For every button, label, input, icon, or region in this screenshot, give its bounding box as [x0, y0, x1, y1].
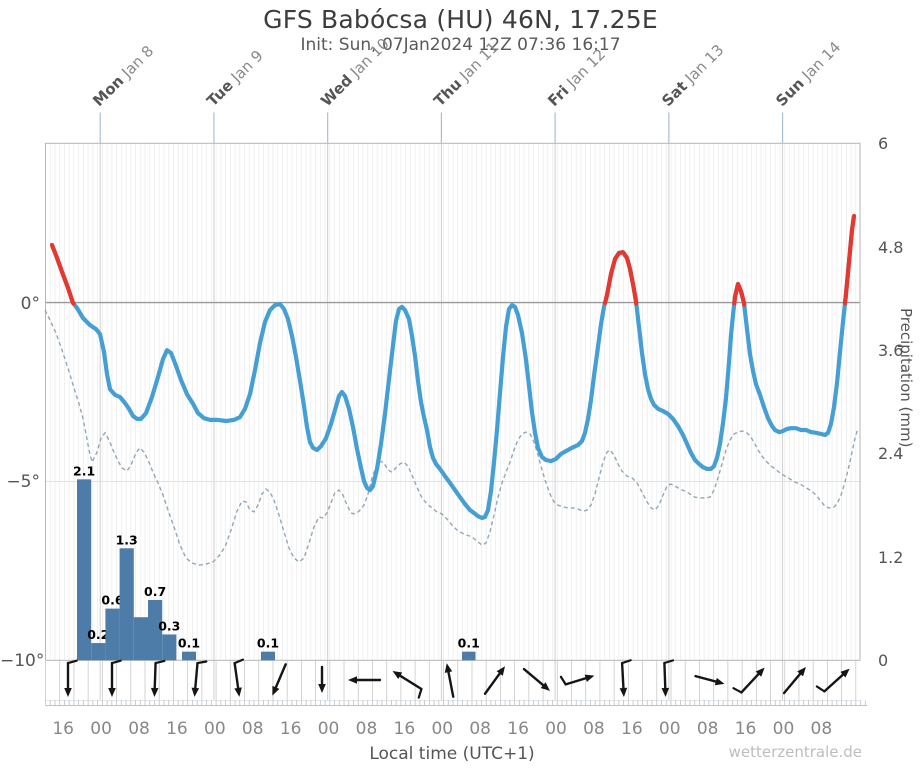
precip-bar-label: 0.1 — [178, 636, 200, 651]
temp-axis-tick-label: 0° — [20, 293, 40, 314]
dewpoint-dashed-line — [44, 309, 859, 566]
precip-bar — [133, 617, 148, 661]
precip-bar — [148, 599, 163, 661]
watermark: wetterzentrale.de — [728, 743, 862, 761]
temperature-above-zero-segment — [49, 242, 76, 306]
precipitation-axis-title: Precipitation (mm) — [897, 308, 915, 448]
time-tick-label: 00 — [772, 719, 795, 739]
time-tick-label: 00 — [317, 719, 340, 739]
temperature-above-zero-segment — [842, 213, 857, 306]
temp-axis-tick-label: −10° — [0, 651, 45, 672]
time-tick-label: 08 — [583, 719, 605, 739]
wind-arrow-icon — [559, 674, 595, 686]
precip-bar-label: 0.6 — [101, 593, 123, 608]
time-tick-label: 00 — [545, 719, 567, 739]
wind-arrow-icon — [522, 667, 551, 691]
plot-border — [45, 142, 861, 661]
wind-arrow-icon — [619, 659, 632, 697]
wind-arrow-icon — [272, 663, 287, 696]
time-tick-label: 16 — [166, 719, 188, 739]
time-tick-label: 00 — [204, 719, 226, 739]
temperature-above-zero-segment — [602, 250, 639, 306]
wind-arrow-icon — [348, 676, 382, 684]
wind-arrow-icon — [150, 659, 166, 697]
wind-arrow-icon — [64, 659, 78, 697]
precip-bar — [162, 634, 177, 661]
wind-arrow-icon — [732, 667, 765, 694]
wind-arrow-icon — [694, 674, 725, 686]
precip-axis-tick-label: 0 — [878, 651, 889, 671]
wind-arrow-icon — [661, 659, 675, 697]
precip-bar-label: 0.1 — [458, 636, 480, 651]
precip-bar-label: 0.7 — [144, 584, 166, 599]
precip-axis-tick-label: 1.2 — [878, 547, 904, 567]
wind-arrow-icon — [444, 663, 455, 698]
temp-axis-tick-label: −5° — [6, 472, 40, 493]
time-tick-label: 08 — [128, 719, 150, 739]
wind-arrow-icon — [483, 666, 505, 695]
precip-bar — [105, 608, 120, 661]
precip-bar-label: 1.3 — [116, 532, 138, 547]
time-tick-label: 08 — [241, 719, 264, 739]
time-tick-label: 08 — [696, 719, 719, 739]
precip-bar — [462, 651, 476, 661]
time-tick-label: 00 — [658, 719, 681, 739]
precip-axis-tick-label: 4.8 — [878, 237, 904, 257]
time-tick-label: 16 — [279, 719, 302, 739]
temperature-line — [49, 213, 857, 521]
precip-bar — [91, 643, 106, 661]
precip-bar-label: 0.3 — [158, 618, 180, 633]
precip-axis-tick-label: 6 — [878, 134, 889, 154]
temperature-above-zero-segment — [732, 281, 747, 307]
precip-bar-label: 0.1 — [257, 636, 279, 651]
precip-bar-label: 0.2 — [87, 627, 109, 642]
time-tick-label: 08 — [469, 719, 492, 739]
precip-bar — [261, 651, 275, 661]
time-tick-label: 16 — [507, 719, 529, 739]
time-tick-label: 08 — [355, 719, 378, 739]
wind-arrow-icon — [815, 668, 850, 693]
wind-arrow-icon — [392, 670, 423, 699]
init-subtitle: Init: Sun, 07Jan2024 12Z 07:36 16:17 — [300, 35, 621, 55]
precip-bar — [77, 479, 92, 661]
precip-bar — [119, 548, 134, 661]
x-axis-title: Local time (UTC+1) — [369, 744, 535, 764]
time-tick-label: 16 — [621, 719, 643, 739]
time-tick-label: 00 — [431, 719, 454, 739]
wind-arrow-icon — [782, 666, 806, 695]
precip-axis-tick-label: 3.6 — [878, 341, 904, 361]
time-tick-label: 16 — [52, 719, 75, 739]
wind-arrow-icon — [318, 665, 326, 693]
time-tick-label: 16 — [393, 719, 416, 739]
precip-axis-tick-label: 2.4 — [878, 444, 904, 464]
time-tick-label: 16 — [734, 719, 757, 739]
precip-bar-label: 2.1 — [73, 463, 95, 478]
precip-bar — [182, 651, 196, 661]
time-tick-label: 08 — [810, 719, 833, 739]
page-title: GFS Babócsa (HU) 46N, 17.25E — [263, 5, 658, 34]
wind-arrow-icon — [108, 659, 122, 697]
wind-arrow-icon — [191, 660, 208, 697]
wind-arrow-icon — [233, 658, 245, 697]
time-tick-label: 00 — [90, 719, 112, 739]
